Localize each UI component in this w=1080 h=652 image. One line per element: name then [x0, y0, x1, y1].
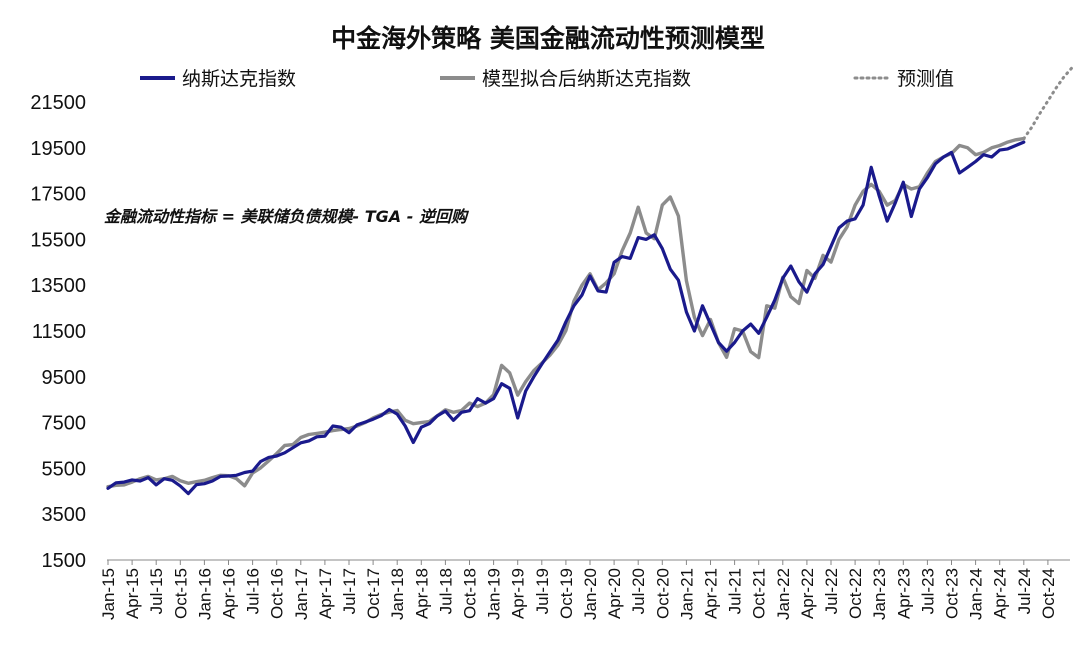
x-tick-label: Jan-23: [870, 568, 889, 620]
x-tick-label: Oct-24: [1039, 568, 1058, 619]
x-tick-label: Jul-15: [147, 568, 166, 614]
y-tick-label: 3500: [42, 504, 87, 526]
y-tick-label: 5500: [42, 458, 87, 480]
y-tick-label: 11500: [32, 321, 86, 343]
chart-title: 中金海外策略 美国金融流动性预测模型: [331, 24, 765, 53]
x-axis-ticks: Jan-15 Apr-15 Jul-15 Oct-15 Jan-16 Apr-16 Jul-…: [99, 560, 1058, 620]
x-tick-label: Oct-17: [364, 568, 383, 619]
x-tick-label: Apr-17: [316, 568, 335, 619]
x-tick-label: Apr-21: [702, 568, 721, 619]
x-tick-label: Apr-23: [894, 568, 913, 619]
legend-item-model: 模型拟合后纳斯达克指数: [440, 68, 691, 90]
x-tick-label: Jan-16: [195, 568, 214, 620]
legend: 纳斯达克指数 模型拟合后纳斯达克指数 预测值: [140, 68, 954, 90]
legend-item-forecast: 预测值: [853, 68, 954, 90]
y-tick-label: 1500: [42, 550, 87, 572]
x-tick-label: Jul-24: [1015, 568, 1034, 614]
x-tick-label: Jan-19: [485, 568, 504, 620]
y-tick-label: 7500: [42, 413, 87, 435]
x-tick-label: Jul-19: [533, 568, 552, 614]
series-line-nasdaq: [106, 140, 1026, 496]
x-tick-label: Jan-21: [677, 568, 696, 620]
series-line-model-fit: [106, 136, 1026, 489]
x-tick-label: Apr-19: [509, 568, 528, 619]
x-tick-label: Jul-18: [436, 568, 455, 614]
x-tick-label: Jul-21: [726, 568, 745, 614]
x-tick-label: Oct-21: [750, 568, 769, 619]
legend-label-nasdaq: 纳斯达克指数: [182, 68, 296, 90]
x-tick-label: Apr-15: [123, 568, 142, 619]
x-tick-label: Oct-18: [461, 568, 480, 619]
x-tick-label: Jul-22: [822, 568, 841, 614]
x-tick-label: Oct-22: [846, 568, 865, 619]
x-tick-label: Oct-16: [268, 568, 287, 619]
x-tick-label: Oct-15: [171, 568, 190, 619]
x-tick-label: Jan-15: [99, 568, 118, 620]
y-tick-label: 19500: [30, 138, 86, 160]
y-tick-label: 17500: [30, 184, 86, 206]
x-tick-label: Apr-18: [412, 568, 431, 619]
x-tick-label: Jul-16: [244, 568, 263, 614]
x-tick-label: Jan-18: [388, 568, 407, 620]
y-tick-label: 13500: [30, 275, 86, 297]
x-tick-label: Jan-24: [967, 568, 986, 620]
x-tick-label: Jul-17: [340, 568, 359, 614]
x-tick-label: Apr-22: [798, 568, 817, 619]
x-tick-label: Jul-20: [629, 568, 648, 614]
y-tick-label: 21500: [30, 92, 86, 114]
x-tick-label: Oct-23: [943, 568, 962, 619]
x-tick-label: Oct-19: [557, 568, 576, 619]
x-tick-label: Jan-20: [581, 568, 600, 620]
x-tick-label: Apr-20: [605, 568, 624, 619]
series-line-forecast: [1022, 66, 1074, 141]
y-axis-ticks: 1500 3500 5500 7500 9500 11500 13500 15500 17500…: [30, 92, 86, 572]
chart-annotation: 金融流动性指标 = 美联储负债规模- TGA - 逆回购: [104, 207, 470, 226]
x-tick-label: Jan-17: [292, 568, 311, 620]
x-tick-label: Jul-23: [918, 568, 937, 614]
legend-label-forecast: 预测值: [897, 68, 954, 90]
series-layer: [106, 66, 1074, 496]
y-tick-label: 15500: [30, 229, 86, 251]
x-tick-label: Apr-24: [991, 568, 1010, 619]
x-tick-label: Apr-16: [220, 568, 239, 619]
y-tick-label: 9500: [42, 367, 87, 389]
legend-label-model: 模型拟合后纳斯达克指数: [482, 68, 691, 90]
x-tick-label: Oct-20: [653, 568, 672, 619]
legend-item-nasdaq: 纳斯达克指数: [140, 68, 296, 90]
x-tick-label: Jan-22: [774, 568, 793, 620]
